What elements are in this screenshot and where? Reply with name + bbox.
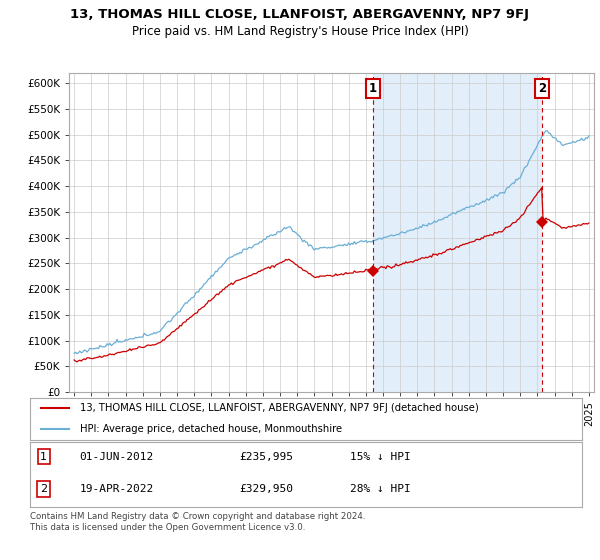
Text: HPI: Average price, detached house, Monmouthshire: HPI: Average price, detached house, Monm… bbox=[80, 424, 342, 434]
Text: £235,995: £235,995 bbox=[240, 451, 294, 461]
Bar bbox=[373, 73, 542, 392]
Text: 1: 1 bbox=[369, 82, 377, 95]
Text: Contains HM Land Registry data © Crown copyright and database right 2024.
This d: Contains HM Land Registry data © Crown c… bbox=[30, 512, 365, 532]
Text: 13, THOMAS HILL CLOSE, LLANFOIST, ABERGAVENNY, NP7 9FJ (detached house): 13, THOMAS HILL CLOSE, LLANFOIST, ABERGA… bbox=[80, 403, 478, 413]
Text: £329,950: £329,950 bbox=[240, 484, 294, 494]
Text: 2: 2 bbox=[40, 484, 47, 494]
Text: 1: 1 bbox=[40, 451, 47, 461]
Text: 15% ↓ HPI: 15% ↓ HPI bbox=[350, 451, 411, 461]
Text: 2: 2 bbox=[538, 82, 547, 95]
Text: 13, THOMAS HILL CLOSE, LLANFOIST, ABERGAVENNY, NP7 9FJ: 13, THOMAS HILL CLOSE, LLANFOIST, ABERGA… bbox=[71, 8, 530, 21]
Text: 28% ↓ HPI: 28% ↓ HPI bbox=[350, 484, 411, 494]
Text: 19-APR-2022: 19-APR-2022 bbox=[80, 484, 154, 494]
Text: 01-JUN-2012: 01-JUN-2012 bbox=[80, 451, 154, 461]
Text: Price paid vs. HM Land Registry's House Price Index (HPI): Price paid vs. HM Land Registry's House … bbox=[131, 25, 469, 38]
